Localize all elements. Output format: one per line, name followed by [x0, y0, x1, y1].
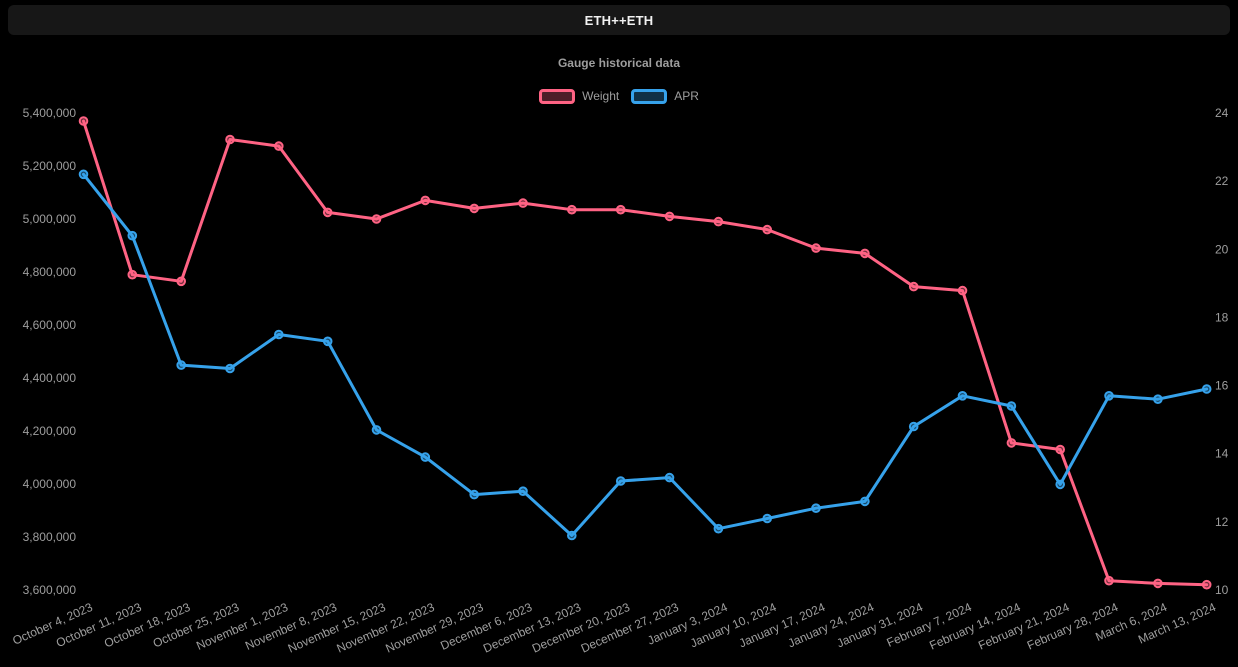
right-axis-tick: 14	[1215, 447, 1229, 461]
weight-point[interactable]	[469, 203, 480, 214]
apr-point[interactable]	[908, 421, 919, 432]
right-axis-tick: 10	[1215, 583, 1229, 597]
weight-point[interactable]	[420, 195, 431, 206]
weight-point[interactable]	[274, 141, 284, 151]
apr-point[interactable]	[127, 230, 138, 241]
apr-point[interactable]	[957, 391, 968, 401]
weight-point[interactable]	[127, 269, 138, 280]
weight-point[interactable]	[957, 285, 968, 296]
apr-point[interactable]	[176, 360, 186, 370]
apr-point[interactable]	[811, 503, 821, 514]
left-axis-tick: 4,400,000	[23, 371, 77, 385]
left-axis-tick: 4,000,000	[23, 477, 77, 491]
right-axis-tick: 18	[1215, 310, 1229, 324]
legend-item-weight[interactable]: Weight	[539, 88, 620, 104]
apr-point[interactable]	[1104, 391, 1114, 401]
apr-point[interactable]	[1055, 479, 1065, 490]
weight-point[interactable]	[1104, 575, 1114, 586]
right-axis-tick: 24	[1215, 106, 1229, 120]
weight-point[interactable]	[176, 276, 186, 287]
weight-point[interactable]	[713, 216, 724, 227]
weight-point[interactable]	[78, 116, 89, 126]
legend-label-apr: APR	[674, 89, 699, 103]
legend-label-weight: Weight	[582, 89, 620, 103]
chart-title: Gauge historical data	[557, 56, 681, 70]
left-axis-tick: 4,800,000	[23, 265, 77, 279]
apr-point[interactable]	[518, 486, 528, 497]
window-title-bar: ETH++ETH	[8, 5, 1230, 35]
apr-point[interactable]	[713, 523, 724, 534]
right-axis-tick: 12	[1215, 515, 1229, 529]
weight-point[interactable]	[1006, 438, 1017, 448]
weight-point[interactable]	[762, 224, 773, 235]
weight-line	[82, 119, 1209, 587]
apr-point[interactable]	[1153, 394, 1163, 405]
apr-point[interactable]	[1006, 401, 1017, 411]
apr-point[interactable]	[762, 513, 773, 524]
left-axis-tick: 3,800,000	[23, 530, 77, 544]
weight-point[interactable]	[1201, 579, 1212, 590]
apr-point[interactable]	[615, 476, 626, 486]
apr-point[interactable]	[78, 169, 89, 180]
weight-point[interactable]	[615, 204, 626, 215]
weight-color-chip	[539, 88, 576, 104]
apr-point[interactable]	[567, 530, 577, 541]
left-axis-tick: 4,200,000	[23, 424, 77, 438]
apr-point[interactable]	[225, 363, 235, 374]
weight-point[interactable]	[567, 204, 577, 215]
apr-point[interactable]	[469, 489, 480, 500]
weight-point[interactable]	[908, 281, 919, 292]
legend-item-apr[interactable]: APR	[631, 88, 699, 104]
weight-point[interactable]	[371, 214, 382, 224]
weight-point[interactable]	[860, 248, 870, 259]
apr-point[interactable]	[322, 336, 333, 347]
left-axis-tick: 5,200,000	[23, 159, 77, 173]
apr-point[interactable]	[274, 329, 284, 340]
left-axis-tick: 4,600,000	[23, 318, 77, 332]
apr-line	[82, 172, 1209, 537]
weight-point[interactable]	[1153, 578, 1163, 589]
weight-point[interactable]	[225, 134, 235, 145]
apr-point[interactable]	[664, 472, 675, 483]
right-axis-tick: 20	[1215, 242, 1229, 256]
weight-point[interactable]	[518, 198, 528, 208]
left-axis-tick: 3,600,000	[23, 583, 77, 597]
apr-point[interactable]	[420, 452, 431, 462]
pool-title: ETH++ETH	[584, 12, 654, 28]
right-axis-tick: 22	[1215, 174, 1229, 188]
apr-color-chip	[631, 88, 668, 104]
apr-point[interactable]	[371, 425, 382, 435]
left-axis-tick: 5,000,000	[23, 212, 77, 226]
weight-point[interactable]	[1055, 444, 1065, 455]
apr-point[interactable]	[1201, 384, 1212, 394]
right-axis-tick: 16	[1215, 379, 1229, 393]
weight-point[interactable]	[811, 243, 821, 253]
weight-point[interactable]	[664, 211, 675, 222]
chart-legend: Weight APR	[0, 87, 1238, 105]
apr-point[interactable]	[860, 496, 870, 507]
left-axis-tick: 5,400,000	[23, 106, 77, 120]
weight-point[interactable]	[322, 207, 333, 218]
